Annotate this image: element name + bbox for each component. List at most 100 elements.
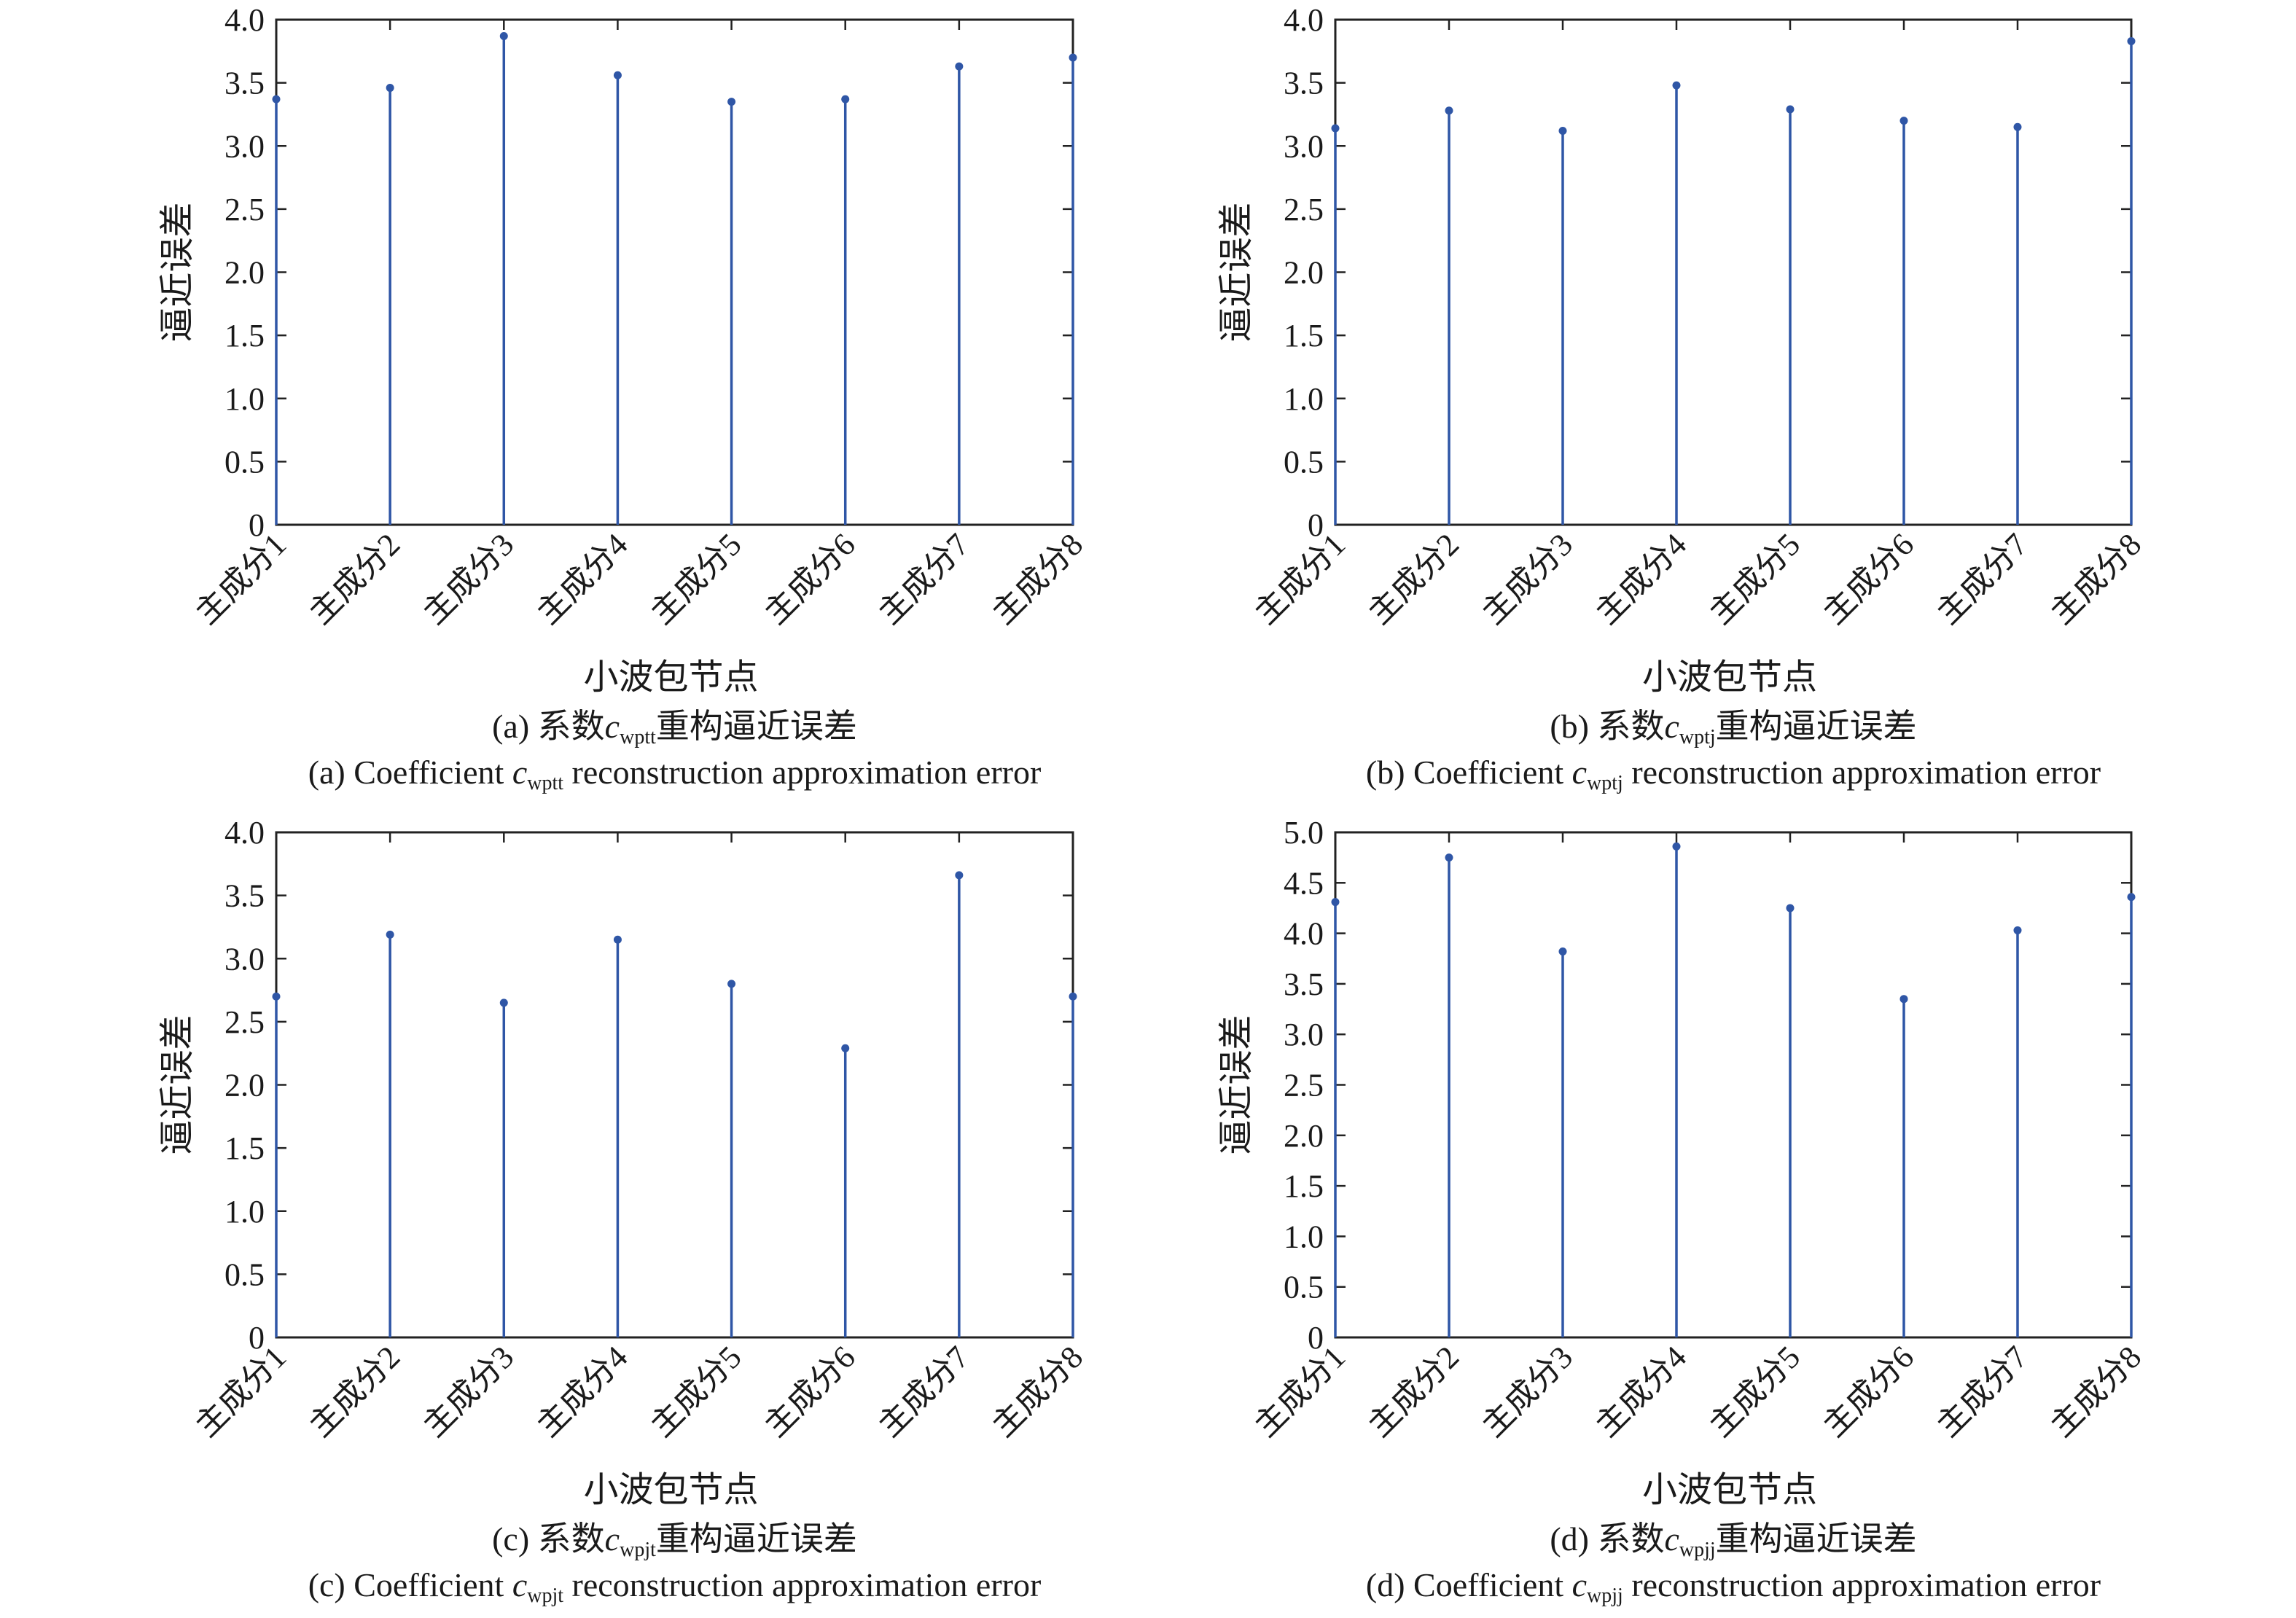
stem-marker [2013, 926, 2022, 934]
y-tick-label: 0.5 [224, 1257, 265, 1292]
y-tick-label: 0.5 [1284, 444, 1324, 480]
y-tick-label: 0.5 [1284, 1270, 1324, 1305]
x-category-label: 主成分8 [2044, 526, 2149, 631]
stem-marker [2013, 122, 2022, 131]
y-tick-label: 2.5 [224, 1004, 265, 1040]
caption-zh-suffix: 重构逼近误差 [656, 708, 857, 745]
caption-zh-prefix: (b) 系数 [1550, 708, 1664, 745]
x-category-label: 主成分7 [1930, 1339, 2035, 1444]
caption-en-prefix: (b) Coefficient [1366, 754, 1572, 791]
stem-marker [2127, 893, 2136, 902]
stem-marker [1899, 117, 1908, 125]
caption-zh: (d) 系数cwpjj重构逼近误差 [1550, 1520, 1916, 1561]
caption-zh-subscript: wpjj [1679, 1539, 1716, 1561]
y-tick-label: 1.0 [224, 1194, 265, 1230]
y-tick-label: 4.5 [1284, 865, 1324, 901]
stem-marker [1786, 105, 1795, 114]
caption-en-suffix: reconstruction approximation error [563, 754, 1041, 791]
stem-marker [386, 84, 394, 93]
y-tick-label: 5.0 [1284, 815, 1324, 851]
stem-marker [1672, 81, 1681, 90]
caption-zh-symbol: c [605, 1520, 620, 1558]
x-axis-label: 小波包节点 [583, 1471, 758, 1509]
y-tick-label: 4.0 [1284, 916, 1324, 952]
y-tick-label: 3.5 [224, 66, 265, 101]
y-tick-label: 0 [249, 1320, 265, 1356]
caption-en-suffix: reconstruction approximation error [1623, 754, 2101, 791]
y-tick-label: 3.0 [224, 128, 265, 164]
caption-zh-prefix: (a) 系数 [492, 708, 605, 745]
y-tick-label: 0 [1308, 1320, 1324, 1356]
y-tick-label: 0.5 [224, 444, 265, 480]
y-axis-label: 逼近误差 [158, 1015, 197, 1154]
y-tick-label: 2.0 [1284, 255, 1324, 291]
y-tick-label: 1.5 [224, 1130, 265, 1166]
caption-en-prefix: (c) Coefficient [308, 1566, 512, 1603]
x-category-label: 主成分8 [2044, 1339, 2149, 1444]
caption-en-symbol: c [512, 1566, 527, 1603]
y-tick-label: 0 [249, 507, 265, 543]
y-tick-label: 0 [1308, 507, 1324, 543]
x-category-label: 主成分3 [1475, 1339, 1580, 1444]
plot-area-frame [275, 831, 1074, 1339]
plot-area-frame [275, 18, 1074, 526]
x-category-label: 主成分1 [189, 1339, 294, 1444]
caption-en-subscript: wpjj [1587, 1584, 1623, 1607]
stem-marker [727, 98, 736, 106]
stem-marker [1069, 992, 1077, 1001]
caption-zh-suffix: 重构逼近误差 [1716, 708, 1917, 745]
caption-zh: (a) 系数cwptt重构逼近误差 [492, 708, 857, 749]
caption-zh: (c) 系数cwpjt重构逼近误差 [492, 1520, 857, 1561]
x-category-label: 主成分1 [1248, 526, 1353, 631]
x-category-label: 主成分7 [1930, 526, 2035, 631]
stem-marker [613, 935, 622, 944]
stem-marker [272, 992, 281, 1001]
y-tick-label: 2.5 [224, 192, 265, 227]
x-axis-label: 小波包节点 [1642, 658, 1817, 697]
caption-zh-suffix: 重构逼近误差 [1716, 1520, 1917, 1558]
caption-en-symbol: c [1572, 754, 1587, 791]
caption-en-subscript: wpjt [527, 1584, 563, 1607]
y-tick-label: 2.0 [1284, 1118, 1324, 1154]
x-category-label: 主成分5 [1703, 526, 1808, 631]
stem-marker [1445, 853, 1453, 862]
caption-en-subscript: wptt [527, 772, 563, 794]
stem-marker [1786, 904, 1795, 912]
x-category-label: 主成分4 [1589, 526, 1694, 631]
stem-marker [955, 871, 964, 880]
caption-zh-prefix: (c) 系数 [492, 1520, 605, 1558]
y-tick-label: 3.5 [1284, 66, 1324, 101]
y-tick-label: 4.0 [224, 2, 265, 38]
x-category-label: 主成分7 [871, 526, 976, 631]
y-tick-label: 2.5 [1284, 192, 1324, 227]
y-tick-label: 1.0 [224, 381, 265, 417]
x-category-label: 主成分1 [189, 526, 294, 631]
stem-marker [1558, 126, 1567, 135]
y-tick-label: 1.0 [1284, 1219, 1324, 1254]
caption-zh-symbol: c [605, 708, 620, 745]
x-category-label: 主成分6 [1816, 526, 1921, 631]
y-axis-label: 逼近误差 [1217, 1015, 1256, 1154]
x-category-label: 主成分1 [1248, 1339, 1353, 1444]
y-tick-label: 2.5 [1284, 1068, 1324, 1103]
y-tick-label: 4.0 [1284, 2, 1324, 38]
stem-marker [727, 980, 736, 988]
stem-marker [2127, 36, 2136, 45]
stem-marker [841, 1044, 850, 1052]
x-category-label: 主成分3 [416, 1339, 521, 1444]
y-tick-label: 1.5 [1284, 1168, 1324, 1204]
x-axis-label: 小波包节点 [583, 658, 758, 697]
stem-marker [1445, 106, 1453, 115]
y-tick-label: 3.0 [1284, 1017, 1324, 1052]
caption-en: (a) Coefficient cwptt reconstruction app… [308, 754, 1042, 794]
caption-en-suffix: reconstruction approximation error [1623, 1566, 2101, 1603]
y-tick-label: 1.0 [1284, 381, 1324, 417]
y-tick-label: 4.0 [224, 815, 265, 851]
x-category-label: 主成分6 [757, 1339, 862, 1444]
x-category-label: 主成分6 [757, 526, 862, 631]
caption-zh-symbol: c [1664, 1520, 1679, 1558]
x-category-label: 主成分2 [302, 526, 407, 631]
